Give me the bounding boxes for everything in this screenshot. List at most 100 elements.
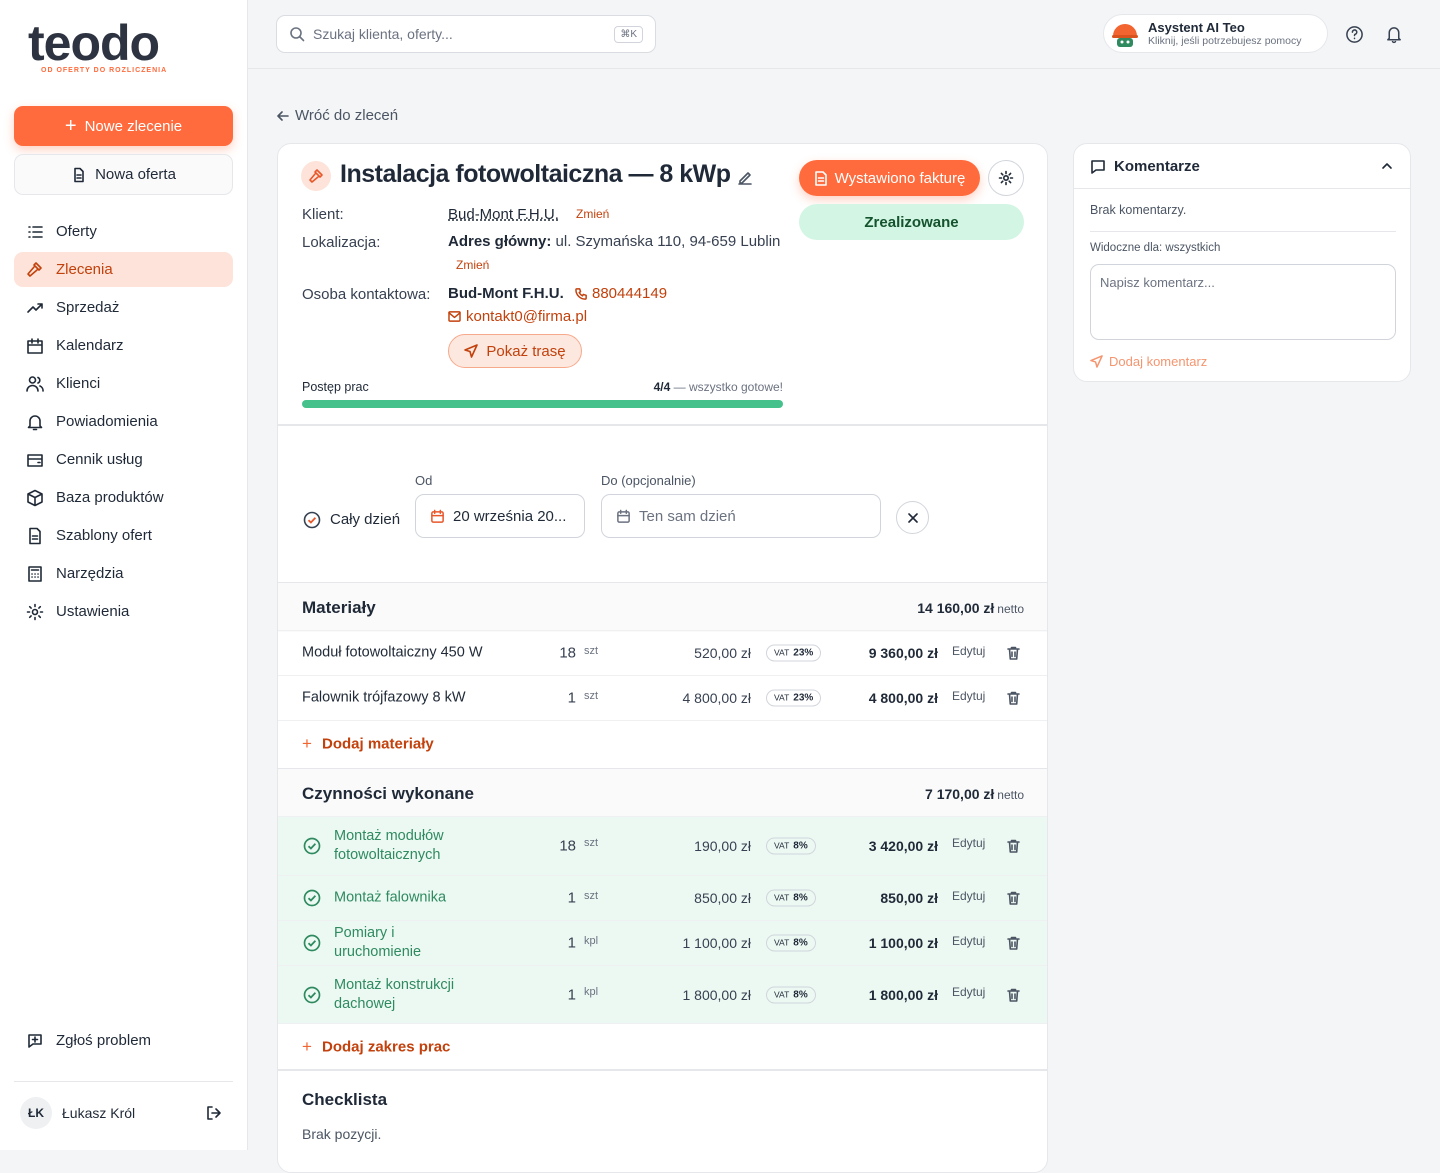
checklist-empty: Brak pozycji. — [302, 1126, 382, 1142]
total-value: 7 170,00 zł — [925, 785, 995, 802]
help-icon[interactable] — [1345, 25, 1364, 44]
vat-label: VAT — [774, 892, 790, 903]
edit-button[interactable]: Edytuj — [952, 643, 986, 658]
close-icon — [907, 512, 918, 523]
delete-button[interactable] — [1007, 691, 1020, 705]
unit-price: 190,00 zł — [694, 838, 751, 854]
nav-icon — [29, 527, 41, 544]
status-badge[interactable]: Zrealizowane — [799, 204, 1024, 240]
arrow-left-icon — [277, 110, 289, 121]
location-prefix: Adres główny: — [448, 233, 552, 250]
delete-button[interactable] — [1007, 891, 1020, 905]
nav-item[interactable]: Zlecenia — [14, 252, 233, 287]
edit-title-icon[interactable] — [737, 170, 753, 186]
add-button[interactable]: + Dodaj materiały — [278, 720, 1047, 766]
unit: kpl — [584, 985, 599, 998]
clear-date-button[interactable] — [896, 501, 929, 534]
all-day-check[interactable] — [303, 511, 321, 529]
nav-label: Ustawienia — [56, 603, 130, 620]
nav-icon — [27, 261, 42, 277]
section-title: Materiały — [302, 597, 376, 617]
report-label: Zgłoś problem — [56, 1032, 152, 1049]
delete-button[interactable] — [1007, 839, 1020, 853]
logo-tagline: OD OFERTY DO ROZLICZENIA — [41, 67, 168, 74]
contact-email[interactable]: kontakt0@firma.pl — [448, 308, 587, 325]
back-label: Wróć do zleceń — [295, 107, 399, 124]
unit-price: 1 800,00 zł — [682, 986, 752, 1003]
topbar-border — [248, 68, 1440, 69]
vat-rate: 23% — [793, 647, 814, 659]
location-label: Lokalizacja: — [302, 234, 381, 251]
nav-item[interactable]: Ustawienia — [14, 594, 233, 629]
unit-price: 1 100,00 zł — [682, 935, 752, 951]
nav-item[interactable]: Oferty — [14, 214, 233, 249]
line-total: 1 800,00 zł — [868, 986, 938, 1003]
from-date-input[interactable]: 20 września 20... — [415, 494, 585, 538]
invoice-label: Wystawiono fakturę — [834, 169, 966, 187]
nav-item[interactable]: Baza produktów — [14, 480, 233, 515]
route-button[interactable]: Pokaż trasę — [448, 334, 582, 368]
delete-button[interactable] — [1007, 936, 1020, 950]
collapse-icon[interactable] — [1381, 161, 1393, 171]
route-label: Pokaż trasę — [486, 342, 566, 360]
change-client[interactable]: Zmień — [576, 207, 610, 221]
delete-button[interactable] — [1007, 988, 1020, 1002]
contact-phone[interactable]: 880444149 — [575, 285, 667, 302]
nav-label: Szablony ofert — [56, 527, 152, 544]
progress-count: 4/4 — [653, 380, 671, 394]
search-icon — [290, 27, 305, 42]
done-icon — [303, 889, 321, 907]
user-name: Łukasz Król — [62, 1105, 136, 1121]
line-total: 4 800,00 zł — [868, 690, 938, 706]
edit-button[interactable]: Edytuj — [952, 888, 986, 903]
item-name: Montaż falownika — [334, 889, 447, 906]
edit-button[interactable]: Edytuj — [952, 688, 986, 703]
nav-item[interactable]: Klienci — [14, 366, 233, 401]
nav-label: Cennik usług — [56, 451, 143, 468]
new-offer-button[interactable]: Nowa oferta — [14, 154, 233, 195]
quantity: 1 — [567, 934, 576, 952]
nav-item[interactable]: Szablony ofert — [14, 518, 233, 553]
trash-icon — [1007, 988, 1020, 1002]
nav-item[interactable]: Narzędzia — [14, 556, 233, 591]
settings-button[interactable] — [988, 160, 1024, 196]
assistant-avatar — [1112, 23, 1138, 47]
add-button[interactable]: + Dodaj zakres prac — [278, 1023, 1047, 1069]
trash-icon — [1007, 936, 1020, 950]
net-label: netto — [997, 787, 1024, 802]
nav-icon — [27, 337, 43, 354]
edit-button[interactable]: Edytuj — [952, 933, 986, 948]
progress-status: 4/4 — wszystko gotowe! — [578, 380, 783, 394]
done-icon — [303, 837, 321, 855]
report-problem[interactable]: Zgłoś problem — [14, 1023, 233, 1058]
section-total: 7 170,00 zł netto — [925, 786, 1024, 802]
add-comment-button[interactable]: Dodaj komentarz — [1090, 354, 1207, 369]
status-icon — [303, 986, 321, 1004]
new-order-button[interactable]: + Nowe zlecenie — [14, 106, 233, 146]
edit-button[interactable]: Edytuj — [952, 984, 986, 999]
delete-button[interactable] — [1007, 646, 1020, 660]
notifications-icon[interactable] — [1385, 25, 1403, 44]
user-avatar: ŁK — [20, 1097, 52, 1129]
to-date-input[interactable]: Ten sam dzień — [601, 494, 881, 538]
section-title: Czynności wykonane — [302, 783, 474, 803]
client-name[interactable]: Bud-Mont F.H.U. — [448, 206, 559, 223]
edit-button[interactable]: Edytuj — [952, 836, 986, 851]
nav-item[interactable]: Cennik usług — [14, 442, 233, 477]
comment-textarea[interactable]: Napisz komentarz... — [1090, 264, 1396, 340]
done-icon — [303, 934, 321, 952]
nav-icon — [27, 453, 43, 467]
back-link[interactable]: Wróć do zleceń — [277, 107, 398, 124]
invoice-button[interactable]: Wystawiono fakturę — [799, 160, 980, 196]
logo[interactable]: teodo — [28, 15, 160, 71]
search-box[interactable]: Szukaj klienta, oferty... ⌘K — [276, 15, 656, 53]
nav-item[interactable]: Powiadomienia — [14, 404, 233, 439]
item-name: Montaż konstrukcji dachowej — [334, 976, 455, 1012]
nav-item[interactable]: Sprzedaż — [14, 290, 233, 325]
nav-item[interactable]: Kalendarz — [14, 328, 233, 363]
logout-icon[interactable] — [205, 1104, 223, 1122]
nav-icon — [27, 414, 43, 430]
assistant-button[interactable]: Asystent AI Teo Kliknij, jeśli potrzebuje… — [1103, 14, 1328, 53]
change-location[interactable]: Zmień — [456, 258, 490, 272]
